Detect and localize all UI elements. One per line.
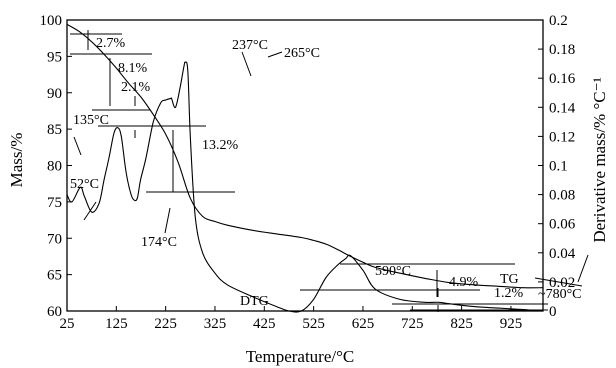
x-tick-label: 925 <box>500 316 523 332</box>
annotation-guides <box>70 30 589 312</box>
right-axis-ticks: 00.020.040.060.080.10.120.140.160.180.2 <box>538 13 576 320</box>
peak-label-590: 590°C <box>375 264 411 279</box>
x-tick-label: 325 <box>204 316 227 332</box>
x-tick-label: 125 <box>105 316 128 332</box>
right-tick-label: 0.1 <box>549 159 568 175</box>
right-tick-label: 0.06 <box>549 217 576 233</box>
peak-label-237: 237°C <box>232 38 268 53</box>
right-tick-label: 0.12 <box>549 129 575 145</box>
dtg-series-line <box>66 61 544 313</box>
left-tick-label: 85 <box>47 122 62 138</box>
right-tick-label: 0.18 <box>549 42 575 58</box>
x-tick-label: 825 <box>450 316 473 332</box>
loss-label-2-1: 2.1% <box>121 80 151 95</box>
right-tick-label: 0.16 <box>549 71 576 87</box>
x-axis-title: Temperature/°C <box>246 347 355 366</box>
peak-label-174: 174°C <box>141 235 177 250</box>
loss-label-1-2: 1.2% <box>494 286 524 301</box>
tg-series-label: TG <box>500 272 519 287</box>
loss-label-8-1: 8.1% <box>118 61 148 76</box>
x-tick-label: 225 <box>154 316 177 332</box>
peak-label-265: 265°C <box>284 46 320 61</box>
right-tick-label: 0.04 <box>549 246 576 262</box>
dtg-series-label: DTG <box>240 294 269 309</box>
loss-label-4-9: 4.9% <box>449 275 479 290</box>
peak-label-780: ~780°C <box>538 287 582 302</box>
left-tick-label: 95 <box>47 49 62 65</box>
left-axis-ticks: 60 65 70 75 80 85 90 95 100 <box>40 13 72 320</box>
right-tick-label: 0 <box>549 304 557 320</box>
left-tick-label: 70 <box>47 231 62 247</box>
left-tick-label: 90 <box>47 86 62 102</box>
right-tick-label: 0.2 <box>549 13 568 29</box>
right-tick-label: 0.08 <box>549 188 575 204</box>
peak-label-52: 52°C <box>70 177 99 192</box>
right-tick-label: 0.14 <box>549 100 576 116</box>
tg-series-line <box>66 23 544 289</box>
x-tick-label: 525 <box>302 316 325 332</box>
left-tick-label: 80 <box>47 159 62 175</box>
left-tick-label: 100 <box>40 13 63 29</box>
left-axis-title: Mass/% <box>7 133 26 188</box>
left-tick-label: 65 <box>47 268 62 284</box>
x-tick-label: 725 <box>401 316 424 332</box>
left-tick-label: 60 <box>47 304 62 320</box>
loss-label-13-2: 13.2% <box>202 138 239 153</box>
x-tick-label: 625 <box>352 316 375 332</box>
peak-label-135: 135°C <box>73 113 109 128</box>
left-tick-label: 75 <box>47 195 62 211</box>
x-tick-label: 425 <box>253 316 276 332</box>
x-tick-label: 25 <box>60 316 75 332</box>
loss-label-2-7: 2.7% <box>96 36 126 51</box>
right-axis-title: Derivative mass/% °C⁻¹ <box>590 77 609 242</box>
